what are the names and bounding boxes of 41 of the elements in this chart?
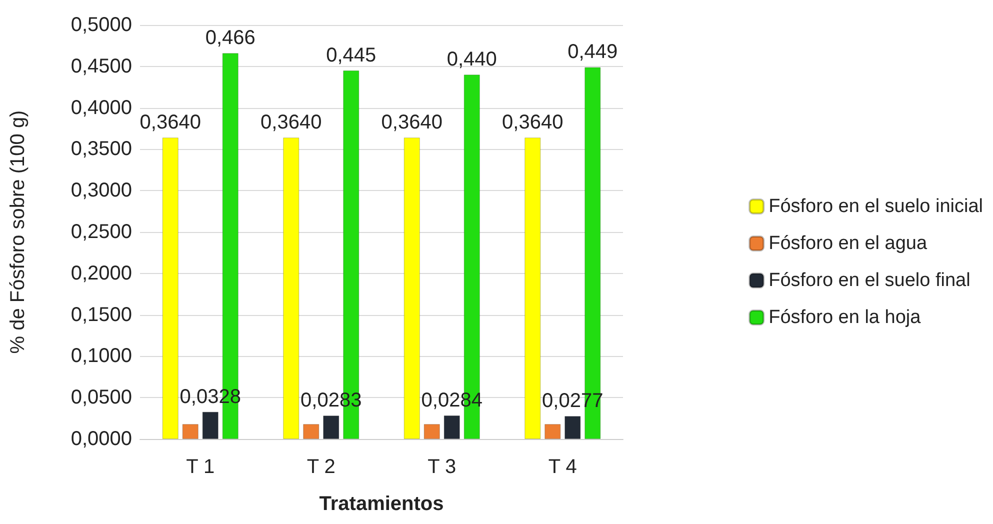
- bar: [444, 415, 460, 439]
- y-tick-label: 0,3000: [70, 180, 132, 202]
- bar: [524, 138, 541, 439]
- y-axis-title: % de Fósforo sobre (100 g): [7, 110, 29, 354]
- data-label: 0,3640: [140, 112, 201, 134]
- y-tick-label: 0,0000: [70, 428, 132, 450]
- y-tick-label: 0,1000: [70, 345, 132, 368]
- data-label: 0,3640: [260, 112, 322, 134]
- data-label: 0,466: [205, 27, 256, 50]
- y-tick-label: 0,2000: [70, 262, 132, 284]
- bar: [303, 424, 320, 439]
- bar: [404, 138, 420, 439]
- y-tick-label: 0,0500: [70, 386, 132, 409]
- bar: [202, 412, 218, 439]
- x-tick-label: T 1: [186, 456, 215, 478]
- data-label: 0,449: [568, 41, 618, 64]
- y-tick-label: 0,4500: [70, 55, 132, 78]
- x-tick-label: T 3: [428, 456, 456, 478]
- y-tick-label: 0,1500: [70, 304, 132, 326]
- y-tick-label: 0,4000: [70, 96, 132, 119]
- y-tick-label: 0,2500: [70, 221, 132, 243]
- data-label: 0,3640: [381, 112, 442, 134]
- bar: [162, 138, 178, 439]
- bar: [323, 416, 340, 439]
- bar: [424, 424, 440, 439]
- data-label: 0,445: [326, 44, 376, 67]
- legend-label: Fósforo en la hoja: [768, 307, 922, 328]
- y-tick-label: 0,5000: [70, 14, 132, 36]
- x-tick-label: T 2: [306, 456, 336, 478]
- y-tick-label: 0,3500: [70, 138, 132, 160]
- data-label: 0,3640: [502, 112, 564, 134]
- x-axis-title: Tratamientos: [319, 493, 444, 515]
- bar: [564, 416, 581, 439]
- bar: [283, 138, 300, 439]
- data-label: 0,440: [446, 48, 497, 71]
- legend-label: Fósforo en el suelo inicial: [768, 196, 983, 217]
- legend-label: Fósforo en el agua: [768, 233, 928, 254]
- legend-label: Fósforo en el suelo final: [768, 270, 970, 291]
- bar: [544, 424, 561, 439]
- bar: [182, 424, 198, 439]
- x-tick-label: T 4: [548, 456, 577, 478]
